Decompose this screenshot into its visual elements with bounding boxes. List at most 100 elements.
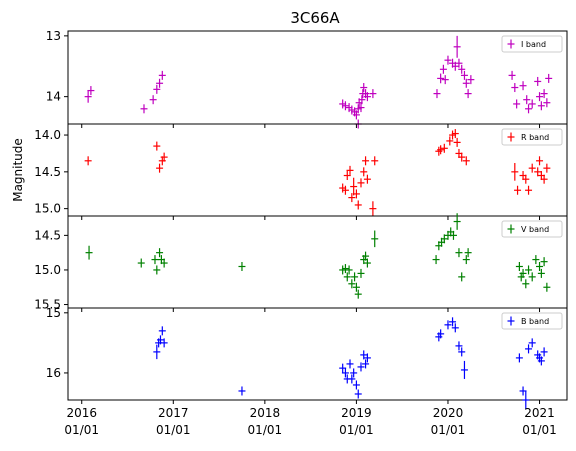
data-point (515, 353, 523, 363)
data-point (439, 64, 447, 74)
y-tick-label: 14.0 (34, 128, 61, 142)
data-point (160, 152, 168, 162)
series-v-band (85, 213, 551, 299)
data-point (522, 390, 530, 410)
data-point (543, 282, 551, 292)
data-point (455, 248, 463, 258)
data-point (511, 83, 519, 93)
x-axis: 2016 01/01 2017 01/01 2018 01/01 2019 01/01 2020… (64, 406, 556, 437)
data-point (87, 86, 95, 96)
data-point (354, 389, 362, 399)
data-point (357, 178, 365, 188)
data-point (153, 344, 161, 360)
data-point (238, 261, 246, 271)
panel-frame (67, 307, 568, 401)
data-point (449, 317, 457, 327)
data-point (534, 167, 542, 177)
chart-title: 3C66A (290, 9, 340, 27)
data-point (462, 78, 470, 88)
data-point (453, 35, 461, 58)
data-point (460, 360, 468, 379)
data-point (508, 70, 516, 80)
data-point (528, 99, 536, 109)
y-tick-label: 14.5 (34, 228, 61, 242)
data-point (534, 76, 542, 86)
y-tick-label: 15.0 (34, 202, 61, 216)
data-point (362, 359, 370, 369)
data-point (341, 185, 349, 195)
data-point (341, 368, 349, 378)
data-point (519, 81, 527, 91)
legend-label: I band (521, 40, 546, 49)
data-point (537, 101, 545, 111)
data-point (528, 338, 536, 348)
data-point (369, 89, 377, 99)
data-point (444, 55, 452, 65)
data-point (543, 98, 551, 108)
x-tick-label-date: 01/01 (522, 423, 557, 437)
data-point (441, 75, 449, 85)
legend-marker (507, 39, 515, 49)
legend-box (501, 35, 563, 53)
data-point (160, 258, 168, 268)
x-tick-label-date: 01/01 (248, 423, 283, 437)
data-point (536, 261, 544, 271)
data-point (522, 174, 530, 184)
data-point (451, 61, 459, 71)
data-point (346, 165, 354, 175)
data-point (357, 103, 365, 113)
x-tick-label-date: 01/01 (431, 423, 466, 437)
data-point (360, 167, 368, 177)
data-point (362, 251, 370, 261)
data-point (371, 156, 379, 166)
data-point (369, 201, 377, 216)
data-point (339, 363, 347, 373)
data-point (514, 185, 522, 195)
y-tick-label: 15.0 (34, 263, 61, 277)
data-point (525, 104, 533, 114)
legend-box (501, 128, 563, 146)
panel-b-band: 15 16 B band (46, 306, 568, 410)
data-point (363, 258, 371, 268)
data-point (437, 329, 445, 339)
data-point (545, 73, 553, 83)
data-point (153, 265, 161, 275)
x-tick-label-date: 01/01 (156, 423, 191, 437)
data-point (451, 129, 459, 139)
data-point (513, 99, 521, 109)
y-tick-label: 16 (46, 366, 61, 380)
data-point (455, 341, 463, 351)
panel-v-band: 14.5 15.0 15.5 V band (34, 213, 568, 312)
data-point (348, 374, 356, 384)
data-point (523, 95, 531, 105)
data-point (462, 156, 470, 166)
data-point (451, 323, 459, 333)
x-tick-label-year: 2016 (66, 406, 97, 420)
data-point (160, 338, 168, 348)
data-point (85, 245, 93, 260)
data-point (362, 156, 370, 166)
data-point (352, 110, 360, 120)
legend: I band (501, 35, 563, 53)
data-point (462, 255, 470, 265)
data-point (137, 258, 145, 268)
legend: R band (501, 128, 563, 146)
panel-r-band: 14.0 14.5 15.0 R band (34, 123, 568, 220)
data-point (360, 350, 368, 360)
legend-marker (507, 224, 515, 234)
data-point (352, 189, 360, 199)
data-point (446, 136, 454, 146)
data-point (525, 185, 533, 195)
data-point (540, 347, 548, 357)
data-point (437, 73, 445, 84)
series-r-band (84, 129, 551, 216)
legend-marker (507, 316, 515, 326)
data-point (511, 163, 519, 181)
data-point (346, 359, 354, 369)
x-tick-label-year: 2021 (524, 406, 555, 420)
data-point (149, 95, 157, 105)
data-point (151, 255, 159, 265)
data-point (449, 230, 457, 240)
data-point (455, 58, 463, 68)
data-point (350, 368, 358, 378)
